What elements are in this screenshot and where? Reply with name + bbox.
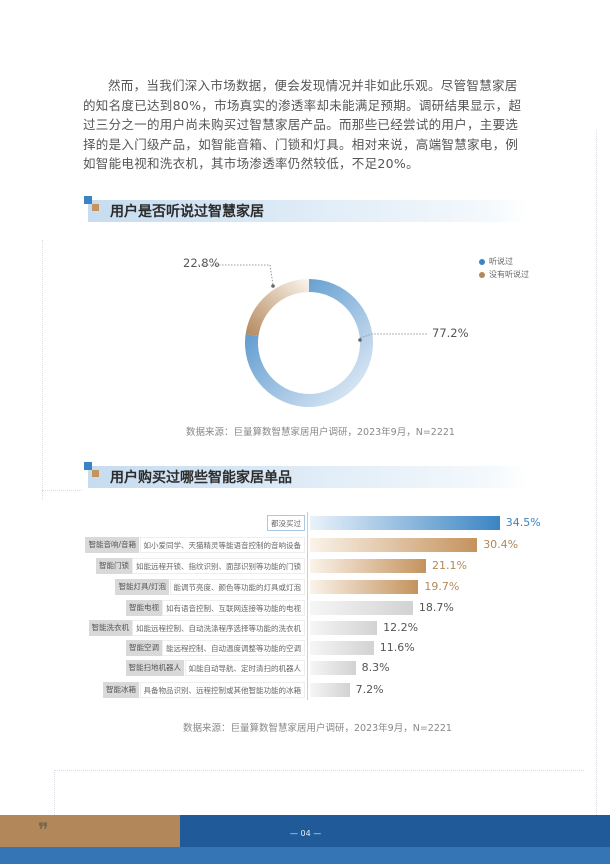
bar — [310, 559, 427, 573]
bar — [310, 580, 419, 594]
bar-value-label: 30.4% — [483, 538, 519, 551]
category-description: 如小爱同学、天猫精灵等能语音控制的音响设备 — [139, 537, 305, 553]
category-description: 如有语音控制、互联网连接等功能的电视 — [162, 600, 305, 616]
bar-value-label: 12.2% — [383, 621, 419, 634]
legend-item: 听说过 — [479, 256, 513, 267]
bar-row: 都没买过 — [0, 515, 610, 531]
category-label: 智能空调 — [126, 640, 162, 656]
section-title: 用户购买过哪些智能家居单品 — [110, 470, 292, 486]
section-title: 用户是否听说过智慧家居 — [110, 204, 264, 220]
bar-value-label: 11.6% — [379, 641, 415, 654]
square-icon — [84, 462, 92, 470]
legend-label: 没有听说过 — [489, 270, 529, 279]
category-description: 如能自动导航、定时清扫的机器人 — [184, 660, 305, 676]
bar-row: 能调节亮度、颜色等功能的灯具或灯泡 智能灯具/灯泡 — [0, 579, 610, 595]
bar-row: 如能远程控制、自动洗涤程序选择等功能的洗衣机 智能洗衣机 — [0, 620, 610, 636]
category-label: 智能灯具/灯泡 — [115, 579, 169, 595]
bar-value-label: 18.7% — [418, 601, 454, 614]
decorative-dots — [54, 770, 584, 771]
axis-line — [307, 512, 308, 700]
category-label: 智能电视 — [126, 600, 162, 616]
leader-line — [198, 264, 274, 286]
bar-row: 如能自动导航、定时清扫的机器人 智能扫地机器人 — [0, 660, 610, 676]
square-icon — [92, 470, 99, 477]
section-header: 用户是否听说过智慧家居 — [84, 196, 528, 222]
slice-label: 22.8% — [183, 256, 220, 270]
bar-value-label: 19.7% — [424, 580, 460, 593]
footer-blue-band — [180, 815, 610, 847]
bar — [310, 538, 478, 552]
legend-item: 没有听说过 — [479, 269, 529, 280]
bar-value-label: 34.5% — [505, 516, 541, 529]
square-icon — [84, 196, 92, 204]
footer-tan-band: ❞ — [0, 815, 180, 847]
legend-dot-icon — [479, 271, 485, 278]
category-label: 都没买过 — [267, 515, 305, 531]
quote-icon: ❞ — [38, 818, 49, 842]
donut-slice — [245, 279, 309, 336]
square-icon — [92, 204, 99, 211]
slice-label: 77.2% — [432, 326, 469, 340]
legend-label: 听说过 — [489, 257, 513, 266]
data-source: 数据来源：巨量算数智慧家居用户调研，2023年9月，N=2221 — [183, 723, 452, 734]
decorative-dots — [42, 490, 82, 491]
bar-row: 如能远程开锁、指纹识别、面部识别等功能的门锁 智能门锁 — [0, 558, 610, 574]
bar — [310, 641, 374, 655]
bar-row: 如小爱同学、天猫精灵等能语音控制的音响设备 智能音响/音箱 — [0, 537, 610, 553]
decorative-dots — [54, 770, 55, 815]
bar — [310, 683, 350, 697]
bar-row: 能远程控制、自动温度调整等功能的空调 智能空调 — [0, 640, 610, 656]
legend-dot-icon — [479, 258, 485, 265]
bar — [310, 516, 500, 530]
bar-value-label: 8.3% — [361, 661, 390, 674]
body-paragraph: 然而，当我们深入市场数据，便会发现情况并非如此乐观。尽管智慧家居的知名度已达到8… — [83, 78, 522, 171]
category-description: 具备物品识别、远程控制或其他智能功能的冰箱 — [139, 682, 305, 698]
bar — [310, 621, 378, 635]
bar-row: 具备物品识别、远程控制或其他智能功能的冰箱 智能冰箱 — [0, 682, 610, 698]
leader-dot — [358, 338, 362, 342]
data-source: 数据来源：巨量算数智慧家居用户调研，2023年9月，N=2221 — [186, 427, 455, 438]
page-number: — 04 — — [290, 829, 322, 838]
category-description: 能远程控制、自动温度调整等功能的空调 — [162, 640, 305, 656]
decorative-dots — [596, 130, 597, 815]
bar — [310, 661, 356, 675]
category-label: 智能门锁 — [96, 558, 132, 574]
bar-value-label: 7.2% — [355, 683, 384, 696]
category-description: 如能远程开锁、指纹识别、面部识别等功能的门锁 — [132, 558, 305, 574]
leader-dot — [271, 284, 275, 288]
leader-line — [359, 333, 428, 339]
donut-chart — [198, 264, 428, 408]
section-header: 用户购买过哪些智能家居单品 — [84, 462, 528, 488]
footer-bottom-band — [0, 847, 610, 864]
category-description: 能调节亮度、颜色等功能的灯具或灯泡 — [169, 579, 305, 595]
category-label: 智能冰箱 — [103, 682, 139, 698]
bar-value-label: 21.1% — [432, 559, 467, 572]
category-label: 智能洗衣机 — [88, 620, 132, 636]
category-label: 智能音响/音箱 — [85, 537, 139, 553]
bar — [310, 601, 413, 615]
decorative-dots — [42, 240, 43, 500]
bar-row: 如有语音控制、互联网连接等功能的电视 智能电视 — [0, 600, 610, 616]
category-label: 智能扫地机器人 — [125, 660, 184, 676]
category-description: 如能远程控制、自动洗涤程序选择等功能的洗衣机 — [132, 620, 305, 636]
